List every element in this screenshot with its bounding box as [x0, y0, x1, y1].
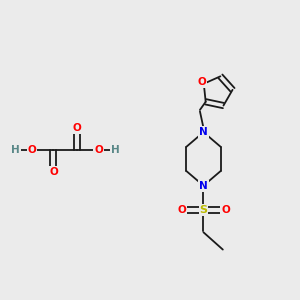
Text: O: O	[197, 77, 206, 87]
Text: N: N	[199, 181, 208, 191]
Text: O: O	[94, 145, 103, 155]
Text: O: O	[177, 205, 186, 215]
Text: O: O	[73, 123, 82, 133]
Text: O: O	[49, 167, 58, 177]
Text: N: N	[199, 127, 208, 137]
Text: H: H	[111, 145, 119, 155]
Text: S: S	[200, 205, 208, 215]
Text: H: H	[11, 145, 20, 155]
Text: O: O	[28, 145, 36, 155]
Text: O: O	[221, 205, 230, 215]
